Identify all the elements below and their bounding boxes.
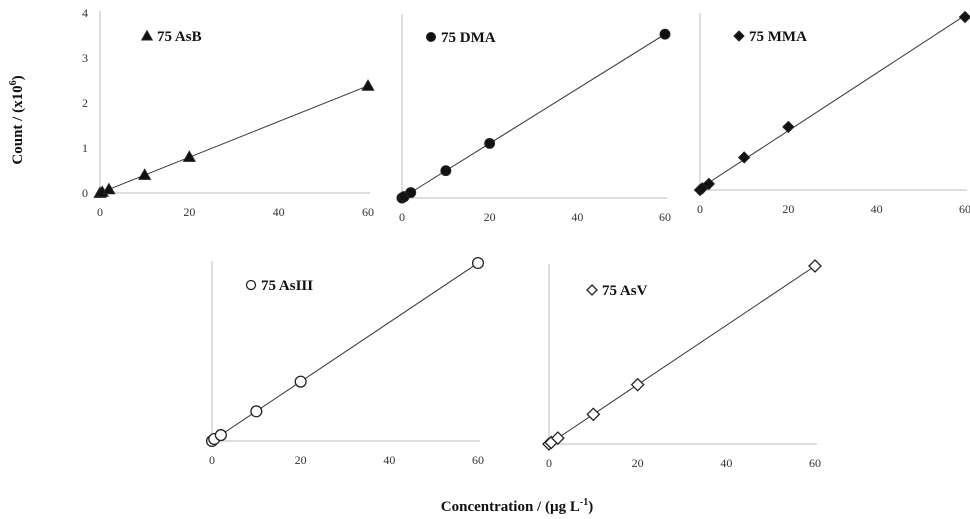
x-tick-label: 0 bbox=[399, 210, 405, 224]
y-tick-label: 4 bbox=[82, 6, 88, 20]
legend-label: 75 AsB bbox=[157, 29, 202, 45]
x-tick-label: 20 bbox=[782, 202, 794, 216]
x-tick-label: 0 bbox=[97, 205, 103, 219]
x-tick-label: 40 bbox=[871, 202, 883, 216]
x-tick-label: 40 bbox=[383, 453, 395, 467]
y-axis-label-text: Count / (x10 bbox=[10, 85, 26, 164]
chart-panel-2: 0 20 40 60 75 DMA bbox=[396, 14, 671, 224]
legend-label: 75 AsIII bbox=[261, 278, 313, 294]
data-point bbox=[405, 187, 417, 198]
data-point bbox=[484, 137, 496, 149]
x-tick-label: 40 bbox=[571, 210, 583, 224]
x-axis-label-sup: -1 bbox=[580, 497, 588, 508]
x-tick-label: 60 bbox=[959, 202, 970, 216]
x-axis-label-text: Concentration / (µg L bbox=[441, 499, 580, 515]
chart-panel-5: 0 20 40 60 75 AsV bbox=[542, 259, 822, 470]
legend-label: 75 DMA bbox=[441, 30, 496, 46]
data-point bbox=[361, 79, 375, 91]
data-point bbox=[471, 256, 485, 270]
legend-marker bbox=[426, 32, 436, 42]
y-axis-label-end: ) bbox=[10, 75, 26, 80]
x-tick-label: 0 bbox=[697, 202, 703, 216]
chart-panel-1: 0 20 40 60 0 1 2 3 4 75 AsB bbox=[82, 6, 375, 219]
legend-label: 75 MMA bbox=[749, 29, 807, 45]
data-point bbox=[586, 407, 601, 422]
panels: 0 20 40 60 0 1 2 3 4 75 AsB 0 20 40 60 75 DMA 0 20 40 60 75… bbox=[82, 6, 970, 470]
x-tick-label: 60 bbox=[472, 453, 484, 467]
x-tick-label: 60 bbox=[362, 205, 374, 219]
y-tick-label: 2 bbox=[82, 96, 88, 110]
data-point bbox=[294, 375, 307, 388]
data-point bbox=[958, 10, 970, 24]
y-tick-label: 0 bbox=[82, 186, 88, 200]
legend-marker bbox=[245, 279, 257, 291]
data-point bbox=[630, 377, 645, 392]
trendline bbox=[699, 15, 966, 189]
x-axis-label: Concentration / (µg L-1) bbox=[441, 497, 593, 515]
x-tick-label: 20 bbox=[632, 456, 644, 470]
y-tick-label: 3 bbox=[82, 51, 88, 65]
legend-marker bbox=[140, 29, 154, 41]
x-tick-label: 0 bbox=[209, 453, 215, 467]
data-point bbox=[808, 259, 822, 273]
x-tick-label: 20 bbox=[484, 210, 496, 224]
legend-marker bbox=[586, 284, 598, 296]
data-point bbox=[214, 429, 227, 442]
x-tick-label: 20 bbox=[183, 205, 195, 219]
data-point bbox=[659, 28, 671, 40]
data-point bbox=[182, 150, 196, 162]
x-tick-label: 60 bbox=[659, 210, 671, 224]
x-tick-label: 40 bbox=[720, 456, 732, 470]
x-tick-label: 60 bbox=[809, 456, 821, 470]
data-point bbox=[138, 168, 152, 180]
chart-panel-4: 0 20 40 60 75 AsIII bbox=[205, 256, 485, 467]
data-point bbox=[782, 120, 795, 134]
y-axis-label-sup: 6 bbox=[8, 80, 19, 85]
data-point bbox=[702, 177, 716, 191]
data-point bbox=[737, 151, 751, 164]
data-point bbox=[250, 405, 263, 418]
data-point bbox=[102, 182, 116, 195]
data-point bbox=[550, 431, 565, 445]
legend-label: 75 AsV bbox=[602, 283, 648, 299]
data-point bbox=[440, 165, 452, 177]
x-tick-label: 0 bbox=[546, 456, 552, 470]
chart-panel-3: 0 20 40 60 75 MMA bbox=[693, 10, 970, 216]
x-tick-label: 20 bbox=[295, 453, 307, 467]
y-axis-label: Count / (x106) bbox=[8, 75, 26, 164]
x-tick-label: 40 bbox=[273, 205, 285, 219]
legend-marker bbox=[733, 30, 745, 42]
x-axis-label-end: ) bbox=[588, 499, 593, 515]
y-tick-label: 1 bbox=[82, 141, 88, 155]
